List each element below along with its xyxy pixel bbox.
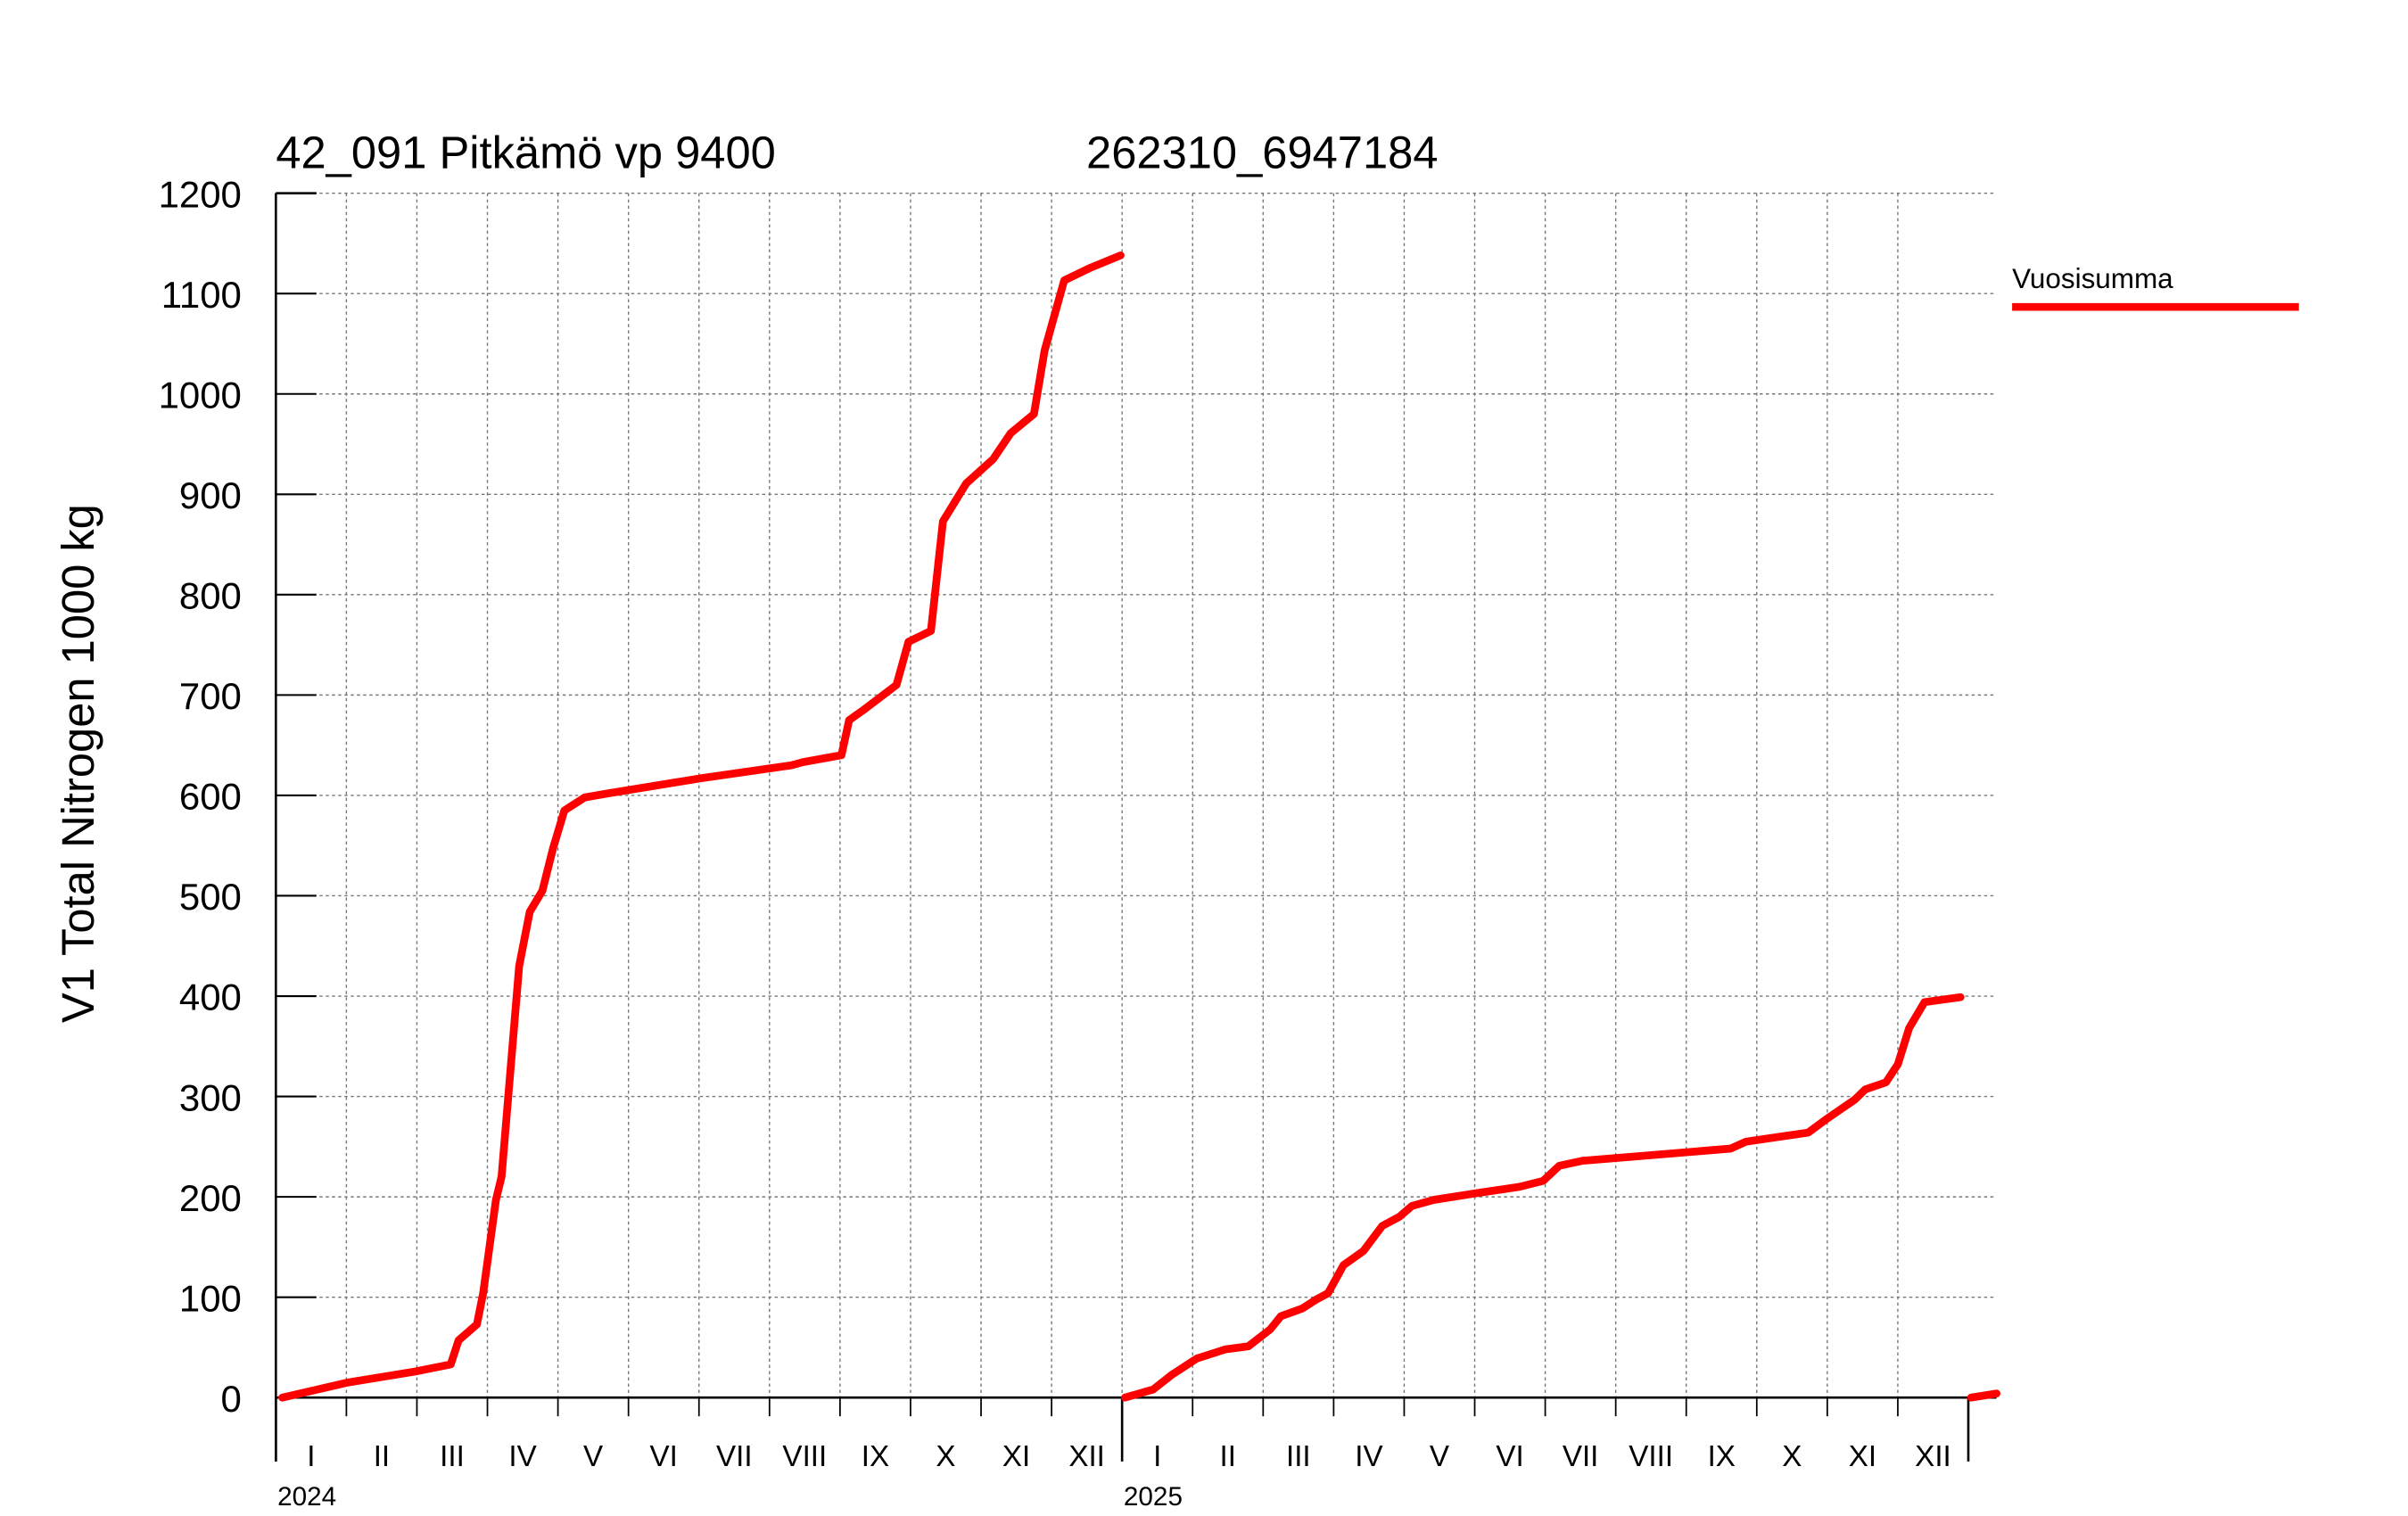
y-axis-label: V1 Total Nitrogen 1000 kg <box>53 504 103 1023</box>
x-tick-label: X <box>936 1440 955 1473</box>
y-tick-label: 400 <box>179 976 242 1018</box>
legend-label: Vuosisumma <box>2012 263 2173 294</box>
x-tick-label: III <box>440 1440 465 1473</box>
x-tick-label: VIII <box>1629 1440 1673 1473</box>
y-tick-label: 700 <box>179 675 242 717</box>
data-line <box>278 251 2001 1402</box>
x-tick-label: II <box>374 1440 390 1473</box>
x-tick-label: VIII <box>782 1440 827 1473</box>
year-label: 2024 <box>277 1482 336 1512</box>
y-tick-label: 200 <box>179 1177 242 1219</box>
x-tick-label: IV <box>508 1440 536 1473</box>
y-tick-label: 1200 <box>159 173 242 215</box>
x-tick-label: IV <box>1355 1440 1382 1473</box>
x-tick-label: IX <box>1708 1440 1736 1473</box>
x-tick-label: XII <box>1068 1440 1105 1473</box>
x-tick-label: X <box>1782 1440 1802 1473</box>
y-tick-label: 0 <box>221 1378 242 1420</box>
x-tick-label: II <box>1220 1440 1236 1473</box>
y-tick-label: 600 <box>179 776 242 818</box>
x-tick-label: VI <box>650 1440 678 1473</box>
x-tick-label: V <box>1430 1440 1449 1473</box>
y-tick-label: 100 <box>179 1277 242 1319</box>
y-tick-label: 1100 <box>161 274 242 316</box>
year-label: 2025 <box>1124 1482 1183 1512</box>
x-tick-label: XI <box>1849 1440 1876 1473</box>
x-tick-label: VI <box>1496 1440 1523 1473</box>
x-tick-label: XI <box>1002 1440 1030 1473</box>
y-tick-label: 500 <box>179 876 242 918</box>
x-tick-label: V <box>583 1440 603 1473</box>
x-tick-label: XII <box>1915 1440 1951 1473</box>
x-tick-label: III <box>1286 1440 1311 1473</box>
x-tick-label: I <box>1153 1440 1161 1473</box>
y-tick-label: 1000 <box>159 374 242 416</box>
chart-subtitle: 262310_6947184 <box>1086 128 1438 178</box>
x-tick-label: IX <box>862 1440 889 1473</box>
y-tick-label: 300 <box>179 1076 242 1118</box>
x-tick-label: VII <box>1563 1440 1599 1473</box>
x-tick-label: VII <box>716 1440 753 1473</box>
y-tick-label: 900 <box>179 474 242 516</box>
x-tick-label: I <box>307 1440 315 1473</box>
chart-title: 42_091 Pitkämö vp 9400 <box>276 128 776 178</box>
y-tick-label: 800 <box>179 575 242 617</box>
